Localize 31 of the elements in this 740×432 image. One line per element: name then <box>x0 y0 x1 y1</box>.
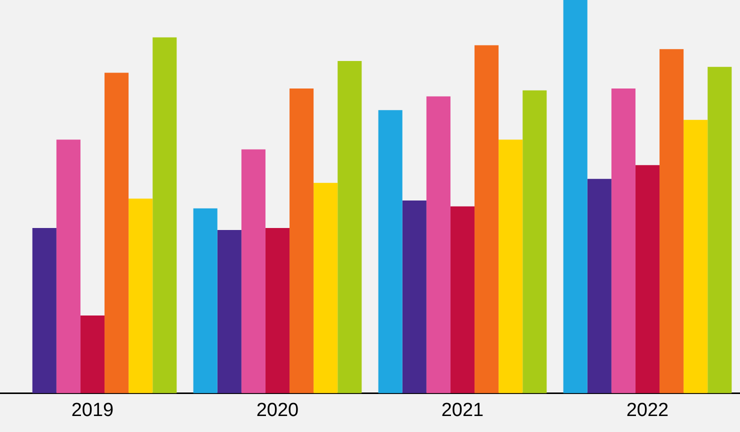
bar <box>128 198 153 394</box>
bar <box>474 45 499 394</box>
bar <box>498 140 523 394</box>
bar <box>684 120 708 394</box>
x-tick-label: 2021 <box>441 400 484 421</box>
bar <box>56 140 80 394</box>
bar <box>152 37 177 394</box>
bar <box>402 200 426 394</box>
bar <box>80 316 105 394</box>
bar <box>217 230 242 394</box>
bar <box>193 208 218 394</box>
bar <box>426 96 450 394</box>
bar <box>32 228 56 394</box>
bar <box>338 60 362 394</box>
bar <box>265 228 290 394</box>
bar <box>587 178 612 394</box>
bar <box>104 72 129 394</box>
x-tick-label: 2019 <box>71 400 114 421</box>
bar <box>314 182 338 394</box>
bar <box>635 165 660 394</box>
bar <box>611 88 636 394</box>
bar <box>290 88 314 394</box>
bar <box>708 66 732 394</box>
x-tick-label: 2022 <box>626 400 669 421</box>
bar <box>660 49 684 394</box>
bar <box>450 206 475 394</box>
bar <box>563 0 588 394</box>
bar <box>522 90 547 394</box>
bar <box>241 149 266 394</box>
x-tick-label: 2020 <box>256 400 299 421</box>
bar <box>378 110 402 394</box>
